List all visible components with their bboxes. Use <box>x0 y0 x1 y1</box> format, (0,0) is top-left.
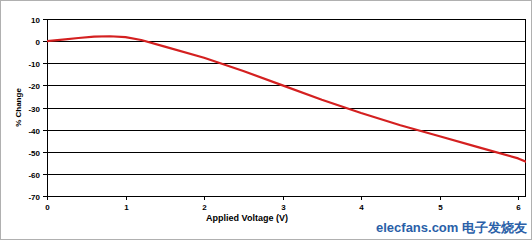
y-tick-label: 10 <box>31 16 40 25</box>
y-tick-label: -10 <box>28 60 40 69</box>
x-tick <box>518 196 519 200</box>
x-tick-label: 1 <box>124 203 129 212</box>
grid-line <box>47 196 526 197</box>
x-tick <box>283 196 284 200</box>
x-tick <box>361 196 362 200</box>
y-tick <box>43 152 47 153</box>
x-tick <box>126 196 127 200</box>
y-tick <box>43 41 47 42</box>
y-tick-label: -40 <box>28 127 40 136</box>
grid-line <box>47 174 526 175</box>
y-tick-label: -70 <box>28 193 40 202</box>
grid-line <box>47 41 526 42</box>
y-tick-label: -60 <box>28 171 40 180</box>
x-tick-label: 4 <box>359 203 364 212</box>
grid-line <box>47 130 526 131</box>
y-tick-label: -50 <box>28 149 40 158</box>
y-axis-label: % Change <box>14 88 23 127</box>
x-tick <box>47 196 48 200</box>
y-tick <box>43 63 47 64</box>
y-axis <box>47 19 48 196</box>
grid-line <box>47 152 526 153</box>
y-tick <box>43 85 47 86</box>
x-tick <box>204 196 205 200</box>
grid-line <box>47 63 526 64</box>
y-tick-label: 0 <box>36 38 41 47</box>
y-tick-label: -20 <box>28 82 40 91</box>
y-tick <box>43 108 47 109</box>
series-line <box>47 36 526 161</box>
figure-frame <box>1 1 532 240</box>
plot-frame-right <box>525 19 526 196</box>
annotation: elecfans.com 电子发烧友 <box>376 220 527 235</box>
x-tick-label: 2 <box>202 203 207 212</box>
x-tick-label: 0 <box>45 203 50 212</box>
y-tick <box>43 174 47 175</box>
x-axis <box>47 196 526 197</box>
x-tick-label: 5 <box>438 203 443 212</box>
grid-line <box>47 19 526 20</box>
x-axis-label: Applied Voltage (V) <box>206 213 288 223</box>
x-tick-label: 3 <box>281 203 286 212</box>
y-tick-label: -30 <box>28 105 40 114</box>
y-tick <box>43 130 47 131</box>
grid-line <box>47 108 526 109</box>
x-tick-label: 6 <box>516 203 521 212</box>
x-tick <box>440 196 441 200</box>
chart: -70 -60 -50 -40 -30 -20 -10 0 10 0 1 2 3 4 5 6 % Change A… <box>0 0 532 240</box>
y-tick <box>43 19 47 20</box>
plot-area <box>47 36 526 161</box>
y-tick <box>43 196 47 197</box>
